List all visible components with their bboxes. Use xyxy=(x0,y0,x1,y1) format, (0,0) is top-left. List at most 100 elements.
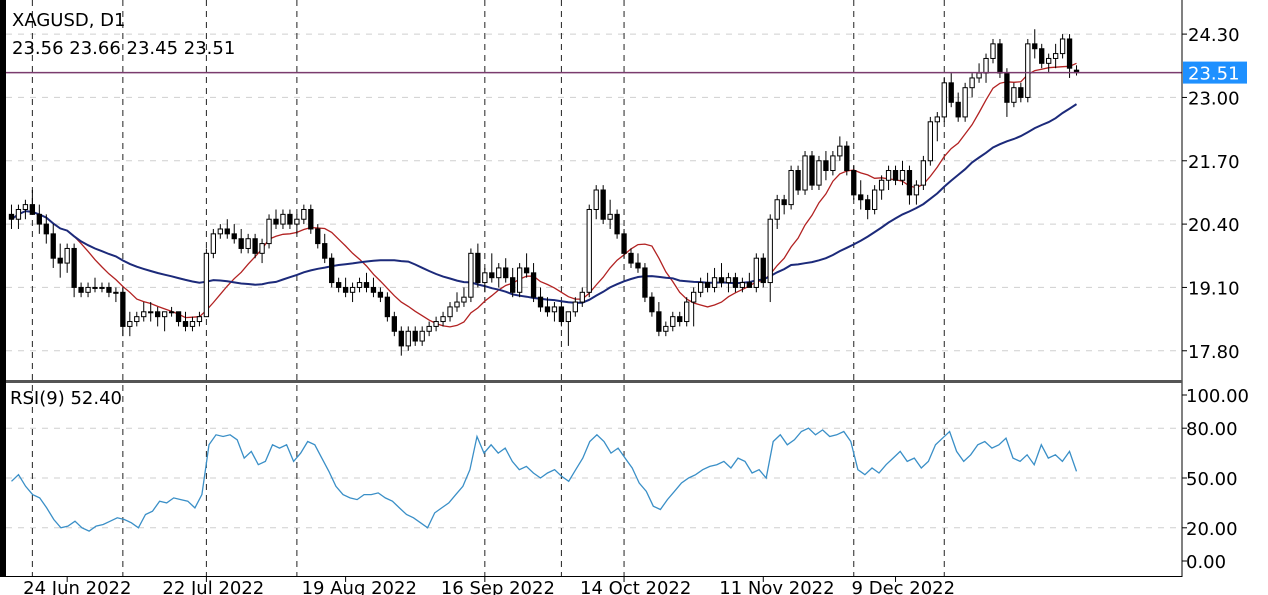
candle xyxy=(544,297,551,317)
candle-body xyxy=(440,316,446,323)
candle xyxy=(482,267,488,293)
candle xyxy=(725,272,732,293)
candle-body xyxy=(635,262,641,269)
candle xyxy=(788,165,794,210)
candle xyxy=(656,302,662,337)
candle xyxy=(349,282,356,303)
time-tick-label: 16 Sep 2022 xyxy=(441,578,555,595)
candle-body xyxy=(614,213,620,235)
candle xyxy=(342,277,349,298)
candle xyxy=(356,277,363,293)
candle-body xyxy=(106,286,112,293)
candle-body xyxy=(802,155,808,191)
candle xyxy=(781,194,787,215)
candle xyxy=(885,165,892,190)
rsi-tick-label: 0.00 xyxy=(1186,552,1226,573)
candle-body xyxy=(858,194,864,201)
rsi-tick-label: 80.00 xyxy=(1186,419,1238,440)
candle xyxy=(802,151,808,195)
candle xyxy=(614,209,620,239)
candle xyxy=(168,306,175,317)
candle-body xyxy=(496,267,502,279)
candle-body xyxy=(927,121,933,162)
candle xyxy=(697,277,704,298)
price-tick-label: 24.30 xyxy=(1188,25,1240,46)
candle-body xyxy=(781,199,787,206)
candle xyxy=(1066,34,1073,78)
candle xyxy=(294,214,300,234)
candle-body xyxy=(809,155,815,186)
time-tick-label: 14 Oct 2022 xyxy=(580,578,691,595)
candle-body xyxy=(565,311,572,323)
candle-body xyxy=(997,43,1003,74)
candle-body xyxy=(530,272,537,298)
candle-body xyxy=(892,170,899,181)
candle-body xyxy=(489,272,495,279)
candle xyxy=(704,272,711,293)
candle xyxy=(649,292,655,317)
candle-body xyxy=(92,286,98,289)
candle xyxy=(913,180,920,205)
candle-body xyxy=(454,301,460,308)
candle xyxy=(475,243,481,288)
candle-body xyxy=(593,189,599,210)
rsi-tick-label: 50.00 xyxy=(1186,469,1238,490)
candle xyxy=(530,263,537,303)
candle-body xyxy=(308,208,314,230)
candle-body xyxy=(844,145,850,172)
rsi-label: RSI(9) 52.40 xyxy=(10,388,122,409)
candle-body xyxy=(50,233,56,259)
candle-body xyxy=(120,291,126,327)
candle-body xyxy=(510,277,516,293)
candle-body xyxy=(461,296,467,303)
axes xyxy=(0,0,1183,577)
candle xyxy=(816,155,822,190)
candle xyxy=(363,272,370,293)
candle xyxy=(941,77,947,122)
candle xyxy=(718,263,725,288)
candle xyxy=(503,258,509,283)
candle-body xyxy=(906,170,913,196)
candle xyxy=(871,185,878,215)
candle-body xyxy=(398,330,404,347)
candle xyxy=(433,316,439,332)
candle-body xyxy=(1052,53,1059,59)
candle xyxy=(1032,29,1038,59)
candle-body xyxy=(976,72,982,79)
candle-body xyxy=(210,233,217,254)
candle-body xyxy=(43,223,49,235)
candle xyxy=(273,209,279,229)
candle xyxy=(120,287,126,337)
candle-body xyxy=(656,311,662,332)
candle-body xyxy=(899,170,906,181)
candle xyxy=(621,228,627,259)
candle-body xyxy=(941,82,947,118)
price-tick-label: 20.40 xyxy=(1188,215,1240,236)
candle xyxy=(231,224,237,244)
candle-body xyxy=(537,296,544,308)
candle xyxy=(280,209,286,229)
candle-body xyxy=(851,170,857,196)
candle-body xyxy=(189,321,196,327)
candle xyxy=(8,204,15,229)
candle-body xyxy=(419,330,425,342)
candle-body xyxy=(468,252,474,298)
candle-body xyxy=(475,252,481,284)
candle xyxy=(329,253,335,288)
ma-fast-line xyxy=(11,62,1077,328)
candle-body xyxy=(280,213,286,225)
candle xyxy=(628,248,634,268)
candle xyxy=(579,287,585,307)
y-tick-labels: 24.30 23.00 21.70 20.40 19.10 17.80 100.00 80.0… xyxy=(1182,25,1249,573)
candle-body xyxy=(113,291,119,294)
candle-body xyxy=(746,282,753,288)
candle-body xyxy=(148,311,154,314)
candle-body xyxy=(405,330,411,347)
current-price-line: 23.51 xyxy=(6,61,1247,85)
candle xyxy=(64,243,70,273)
candle-body xyxy=(217,228,223,235)
candle-body xyxy=(363,282,370,288)
candle-body xyxy=(287,213,293,225)
candle xyxy=(830,151,836,176)
candle-body xyxy=(990,43,996,59)
